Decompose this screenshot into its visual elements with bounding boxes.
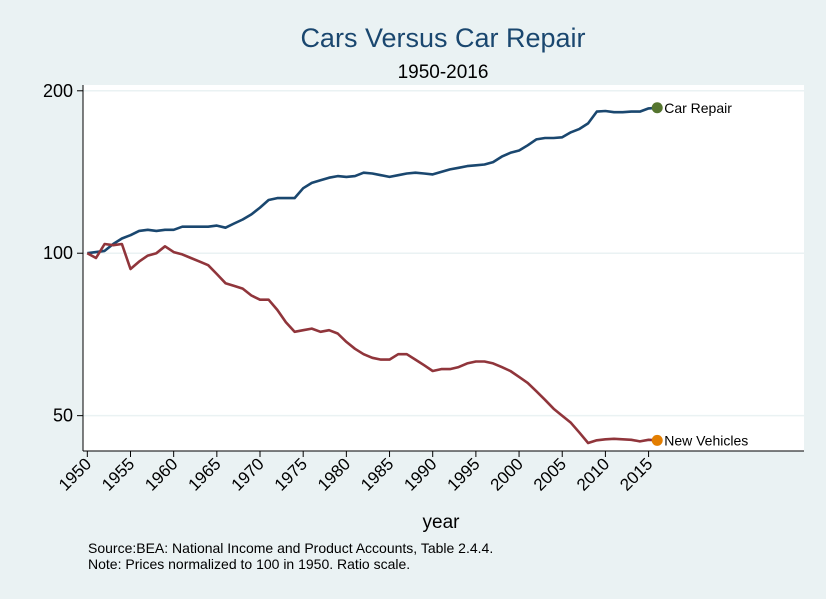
end-label-car-repair: Car Repair xyxy=(664,100,732,116)
chart-subtitle: 1950-2016 xyxy=(398,62,489,83)
x-axis-label: year xyxy=(423,512,461,533)
end-label-new-vehicles: New Vehicles xyxy=(664,432,748,448)
series-line-new-vehicles xyxy=(86,242,658,445)
end-marker-car-repair xyxy=(651,102,663,114)
y-axis-ticks: 50 100 200 xyxy=(43,81,83,426)
x-axis-ticks: 1950 1955 1960 1965 1970 1975 1980 1985 1990 1995… xyxy=(55,451,656,495)
gridlines xyxy=(83,90,804,417)
y-tick-label: 50 xyxy=(53,406,73,426)
series-group: Car Repair New Vehicles xyxy=(86,100,748,448)
series-line-car-repair xyxy=(87,106,658,255)
ratio-scale-note: Note: Prices normalized to 100 in 1950. … xyxy=(88,556,410,572)
plot-area xyxy=(83,85,804,451)
source-note: Source:BEA: National Income and Product … xyxy=(88,540,493,556)
end-marker-new-vehicles xyxy=(651,434,663,446)
y-tick-label: 100 xyxy=(43,243,73,263)
chart-title: Cars Versus Car Repair xyxy=(300,23,585,53)
y-tick-label: 200 xyxy=(43,81,73,101)
